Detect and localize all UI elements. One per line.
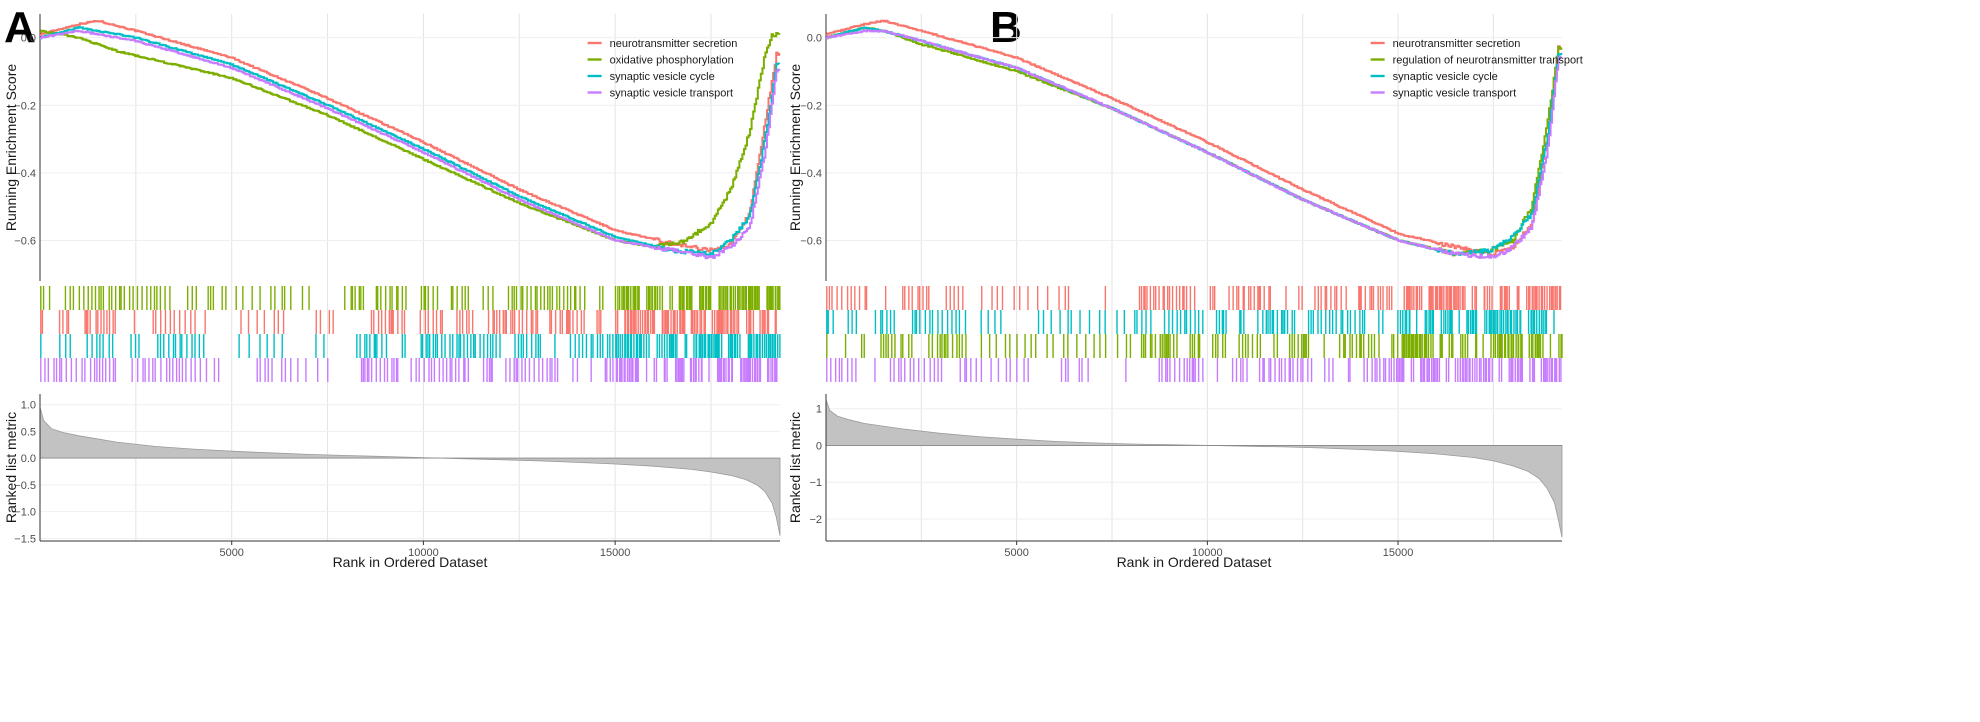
ranked-metric-area bbox=[825, 399, 1563, 538]
rug-row-synaptic-vesicle-cycle bbox=[826, 310, 1555, 334]
metric-y-tick-label: 0.0 bbox=[21, 453, 36, 465]
es-y-tick-label: −0.2 bbox=[14, 100, 36, 112]
metric-y-tick-label: −2 bbox=[809, 514, 822, 526]
x-axis-label: Rank in Ordered Dataset bbox=[1117, 554, 1272, 570]
x-tick-label: 15000 bbox=[600, 547, 631, 559]
metric-y-tick-label: −0.5 bbox=[14, 480, 36, 492]
es-y-tick-label: 0.0 bbox=[21, 33, 36, 45]
x-tick-label: 10000 bbox=[408, 547, 439, 559]
legend-label: neurotransmitter secretion bbox=[1393, 38, 1521, 50]
es-y-axis-label: Running Enrichment Score bbox=[3, 64, 19, 232]
metric-y-tick-label: 0.5 bbox=[21, 426, 36, 438]
legend-label: synaptic vesicle cycle bbox=[610, 71, 715, 83]
es-line-neurotransmitter-secretion bbox=[826, 19, 1563, 257]
metric-y-tick-label: −1.5 bbox=[14, 533, 36, 545]
es-y-tick-label: 0.0 bbox=[807, 33, 822, 45]
legend-label: regulation of neurotransmitter transport bbox=[1393, 55, 1583, 67]
es-line-neurotransmitter-secretion bbox=[40, 20, 781, 253]
rug-row-neurotransmitter-secretion bbox=[826, 286, 1562, 310]
es-y-tick-label: −0.4 bbox=[14, 168, 36, 180]
es-line-synaptic-vesicle-transport bbox=[40, 29, 781, 260]
metric-y-tick-label: −1 bbox=[809, 477, 822, 489]
rug-row-synaptic-vesicle-transport bbox=[40, 358, 778, 382]
panel-b: 0.0 −0.2 −0.4 −0.6 neurotransmitter secretio… bbox=[787, 14, 1583, 570]
es-y-tick-label: −0.6 bbox=[800, 235, 822, 247]
legend-label: oxidative phosphorylation bbox=[610, 55, 734, 67]
metric-y-tick-label: 1 bbox=[816, 404, 822, 416]
es-y-axis-label: Running Enrichment Score bbox=[787, 64, 803, 232]
metric-y-axis-label: Ranked list metric bbox=[787, 412, 803, 523]
metric-y-tick-label: 0 bbox=[816, 440, 822, 452]
metric-y-axis-label: Ranked list metric bbox=[3, 412, 19, 523]
rug-row-regulation-of-neurotransmitter-transport bbox=[826, 334, 1563, 358]
x-axis-label: Rank in Ordered Dataset bbox=[333, 554, 488, 570]
es-y-tick-label: −0.6 bbox=[14, 235, 36, 247]
rug-row-neurotransmitter-secretion bbox=[40, 310, 777, 334]
rug-row-oxidative-phosphorylation bbox=[40, 286, 781, 310]
ranked-metric-area bbox=[39, 407, 781, 536]
metric-y-tick-label: −1.0 bbox=[14, 507, 36, 519]
es-line-synaptic-vesicle-transport bbox=[826, 29, 1563, 259]
x-tick-label: 5000 bbox=[219, 547, 243, 559]
legend-label: synaptic vesicle transport bbox=[610, 88, 734, 100]
es-y-tick-label: −0.4 bbox=[800, 168, 822, 180]
rug-row-synaptic-vesicle-cycle bbox=[40, 334, 781, 358]
metric-y-tick-label: 1.0 bbox=[21, 400, 36, 412]
es-y-tick-label: −0.2 bbox=[800, 100, 822, 112]
panel-label-a: A bbox=[4, 3, 36, 52]
legend-label: neurotransmitter secretion bbox=[610, 38, 738, 50]
legend-label: synaptic vesicle transport bbox=[1393, 88, 1517, 100]
x-tick-label: 10000 bbox=[1192, 547, 1223, 559]
legend-label: synaptic vesicle cycle bbox=[1393, 71, 1498, 83]
x-tick-label: 15000 bbox=[1383, 547, 1414, 559]
rug-row-synaptic-vesicle-transport bbox=[826, 358, 1562, 382]
panel-a: 0.0 −0.2 −0.4 −0.6 neurotransmitter secretio… bbox=[3, 14, 781, 570]
x-tick-label: 5000 bbox=[1004, 547, 1028, 559]
